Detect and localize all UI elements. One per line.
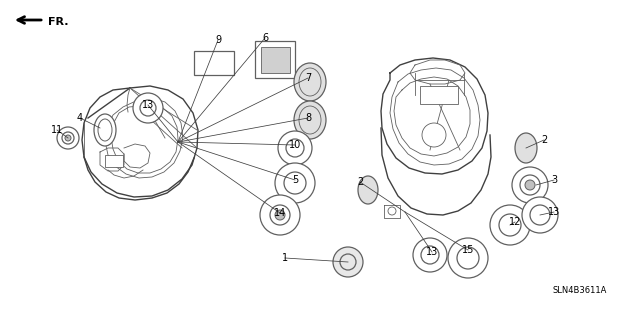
Text: 13: 13 xyxy=(548,207,560,217)
Text: 14: 14 xyxy=(274,208,286,218)
Text: 13: 13 xyxy=(426,247,438,257)
Circle shape xyxy=(499,214,521,236)
Ellipse shape xyxy=(299,106,321,134)
Circle shape xyxy=(421,246,439,264)
Text: 5: 5 xyxy=(292,175,298,185)
Circle shape xyxy=(140,100,156,116)
Text: 15: 15 xyxy=(462,245,474,255)
Circle shape xyxy=(65,135,71,141)
Text: 2: 2 xyxy=(541,135,547,145)
Text: FR.: FR. xyxy=(48,17,68,27)
Circle shape xyxy=(340,254,356,270)
FancyBboxPatch shape xyxy=(260,47,289,72)
Circle shape xyxy=(275,163,315,203)
Circle shape xyxy=(522,197,558,233)
Circle shape xyxy=(270,205,290,225)
Text: 7: 7 xyxy=(305,73,311,83)
Circle shape xyxy=(512,167,548,203)
Circle shape xyxy=(457,247,479,269)
Circle shape xyxy=(284,172,306,194)
FancyBboxPatch shape xyxy=(105,155,123,167)
Circle shape xyxy=(422,123,446,147)
Text: 8: 8 xyxy=(305,113,311,123)
Text: SLN4B3611A: SLN4B3611A xyxy=(553,286,607,295)
Circle shape xyxy=(333,247,363,277)
Ellipse shape xyxy=(515,133,537,163)
Circle shape xyxy=(260,195,300,235)
Text: 10: 10 xyxy=(289,140,301,150)
Ellipse shape xyxy=(294,63,326,101)
Text: 13: 13 xyxy=(142,100,154,110)
Text: 3: 3 xyxy=(551,175,557,185)
Circle shape xyxy=(530,205,550,225)
Circle shape xyxy=(490,205,530,245)
Circle shape xyxy=(62,132,74,144)
Circle shape xyxy=(286,139,304,157)
Circle shape xyxy=(388,207,396,215)
Circle shape xyxy=(448,238,488,278)
Ellipse shape xyxy=(358,176,378,204)
FancyBboxPatch shape xyxy=(420,86,458,104)
Circle shape xyxy=(278,131,312,165)
Text: 9: 9 xyxy=(215,35,221,45)
Text: 4: 4 xyxy=(77,113,83,123)
Circle shape xyxy=(520,175,540,195)
Circle shape xyxy=(525,180,535,190)
FancyBboxPatch shape xyxy=(194,51,234,75)
Circle shape xyxy=(133,93,163,123)
Ellipse shape xyxy=(299,68,321,96)
Text: 11: 11 xyxy=(51,125,63,135)
Circle shape xyxy=(275,210,285,220)
Text: 12: 12 xyxy=(509,217,521,227)
Circle shape xyxy=(57,127,79,149)
Ellipse shape xyxy=(94,114,116,146)
Text: 2: 2 xyxy=(357,177,363,187)
Circle shape xyxy=(413,238,447,272)
Ellipse shape xyxy=(294,101,326,139)
Text: 6: 6 xyxy=(262,33,268,43)
Text: 1: 1 xyxy=(282,253,288,263)
FancyBboxPatch shape xyxy=(255,41,295,78)
Ellipse shape xyxy=(98,119,112,141)
